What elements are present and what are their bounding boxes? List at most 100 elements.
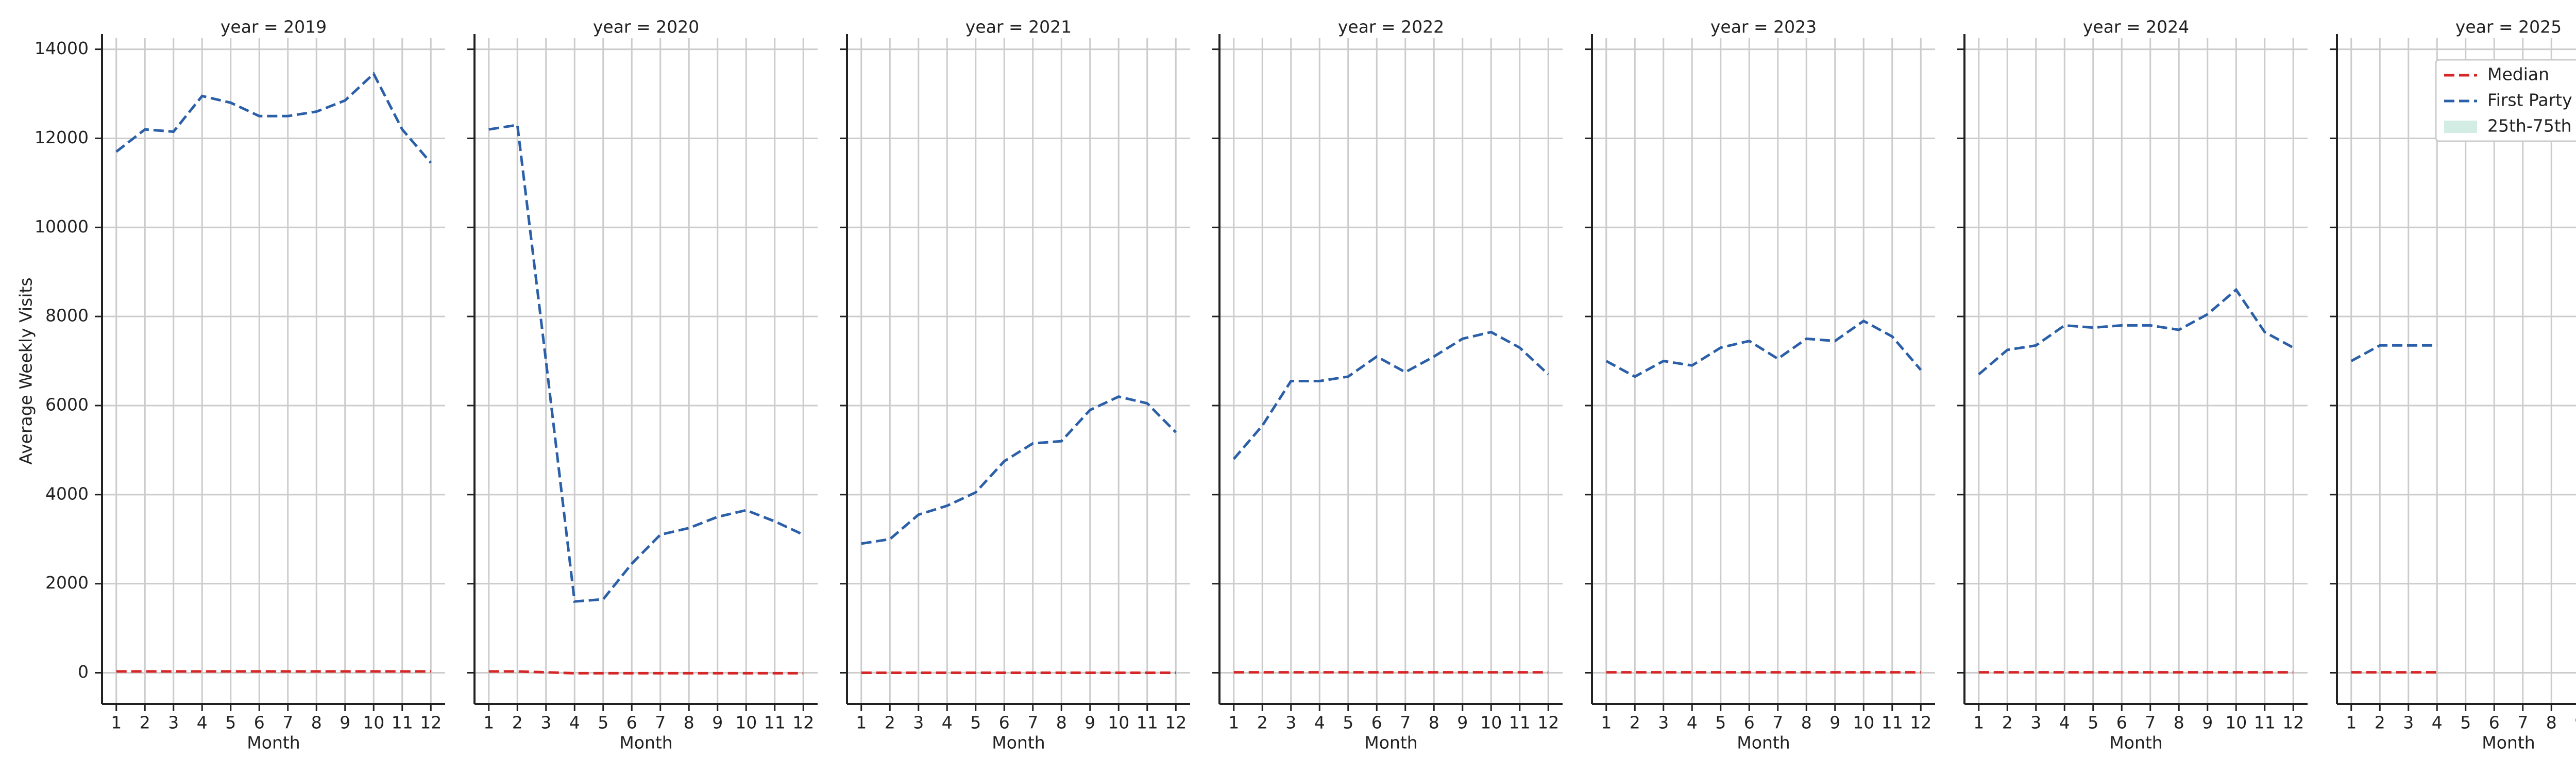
y-tick-label: 2000 [45,573,89,593]
x-tick-label: 7 [1400,713,1411,733]
x-tick-label: 11 [1137,713,1158,733]
panel-title: year = 2024 [2083,17,2189,37]
x-tick-label: 5 [598,713,608,733]
x-tick-label: 12 [420,713,442,733]
legend-label: 25th-75th Percentile [2487,116,2576,136]
y-tick-label: 6000 [45,394,89,414]
y-tick-label: 0 [78,662,89,682]
x-tick-label: 7 [655,713,666,733]
data-line [488,123,804,603]
data-line [1978,288,2294,376]
x-tick-label: 10 [1480,713,1502,733]
x-tick-label: 10 [1108,713,1129,733]
x-tick-label: 9 [1457,713,1468,733]
x-tick-label: 4 [1314,713,1325,733]
panel-title: year = 2020 [593,17,699,37]
x-axis-label: Month [1737,733,1790,753]
y-tick-label: 4000 [45,483,89,503]
x-tick-label: 12 [1910,713,1931,733]
x-tick-label: 12 [1165,713,1187,733]
legend-swatch [2444,121,2477,133]
x-tick-label: 3 [168,713,179,733]
y-tick-label: 12000 [35,127,89,147]
x-tick-label: 10 [735,713,757,733]
x-tick-label: 6 [999,713,1010,733]
x-tick-label: 8 [311,713,322,733]
x-tick-label: 9 [1829,713,1840,733]
data-line [861,395,1177,545]
x-tick-label: 4 [1687,713,1698,733]
x-tick-label: 8 [2174,713,2184,733]
legend: Median First Party Median 25th-75th Percen… [2435,59,2576,142]
data-line [2350,344,2437,362]
x-tick-label: 12 [792,713,814,733]
y-tick-label: 8000 [45,306,89,326]
panel-title: year = 2023 [1710,17,1817,37]
x-tick-label: 7 [282,713,293,733]
data-line [1232,330,1549,460]
legend-label: Median [2487,64,2549,85]
x-tick-label: 12 [1537,713,1559,733]
x-tick-label: 10 [363,713,384,733]
x-tick-label: 1 [483,713,494,733]
x-tick-label: 5 [1715,713,1726,733]
x-tick-label: 3 [913,713,924,733]
panel-title: year = 2025 [2455,17,2562,37]
x-tick-label: 5 [970,713,981,733]
x-tick-label: 11 [392,713,413,733]
x-tick-label: 1 [1601,713,1612,733]
x-axis-label: Month [619,733,672,753]
x-tick-label: 3 [2403,713,2414,733]
y-axis-label: Average Weekly Visits [16,277,36,464]
x-tick-label: 6 [2116,713,2127,733]
x-tick-label: 5 [225,713,236,733]
x-tick-label: 2 [1257,713,1268,733]
x-tick-label: 4 [2059,713,2070,733]
x-tick-label: 1 [856,713,867,733]
x-tick-label: 8 [1801,713,1812,733]
x-tick-label: 5 [2460,713,2471,733]
x-tick-label: 9 [2202,713,2213,733]
data-line [1605,319,1922,378]
x-tick-label: 2 [512,713,523,733]
x-tick-label: 1 [111,713,122,733]
x-tick-label: 2 [885,713,895,733]
x-tick-label: 7 [2145,713,2156,733]
x-tick-label: 1 [2346,713,2357,733]
x-tick-label: 3 [1658,713,1669,733]
x-tick-label: 6 [626,713,637,733]
x-tick-label: 10 [1853,713,1874,733]
x-tick-label: 2 [140,713,150,733]
x-axis-label: Month [2109,733,2162,753]
x-tick-label: 2 [2002,713,2013,733]
data-line [115,72,432,164]
x-tick-label: 6 [2489,713,2500,733]
x-tick-label: 4 [197,713,208,733]
x-tick-label: 9 [1084,713,1095,733]
x-tick-label: 2 [2375,713,2385,733]
x-tick-label: 8 [1056,713,1067,733]
x-axis-label: Month [1364,733,1417,753]
x-tick-label: 6 [254,713,265,733]
x-tick-label: 8 [1429,713,1439,733]
x-tick-label: 6 [1371,713,1382,733]
x-tick-label: 1 [1228,713,1239,733]
x-tick-label: 7 [1772,713,1783,733]
x-tick-label: 2 [1630,713,1640,733]
x-axis-label: Month [2482,733,2535,753]
x-tick-label: 11 [1509,713,1531,733]
x-tick-label: 1 [1973,713,1984,733]
x-tick-label: 4 [2432,713,2443,733]
x-tick-label: 9 [2574,713,2576,733]
x-axis-label: Month [247,733,300,753]
x-tick-label: 3 [540,713,551,733]
